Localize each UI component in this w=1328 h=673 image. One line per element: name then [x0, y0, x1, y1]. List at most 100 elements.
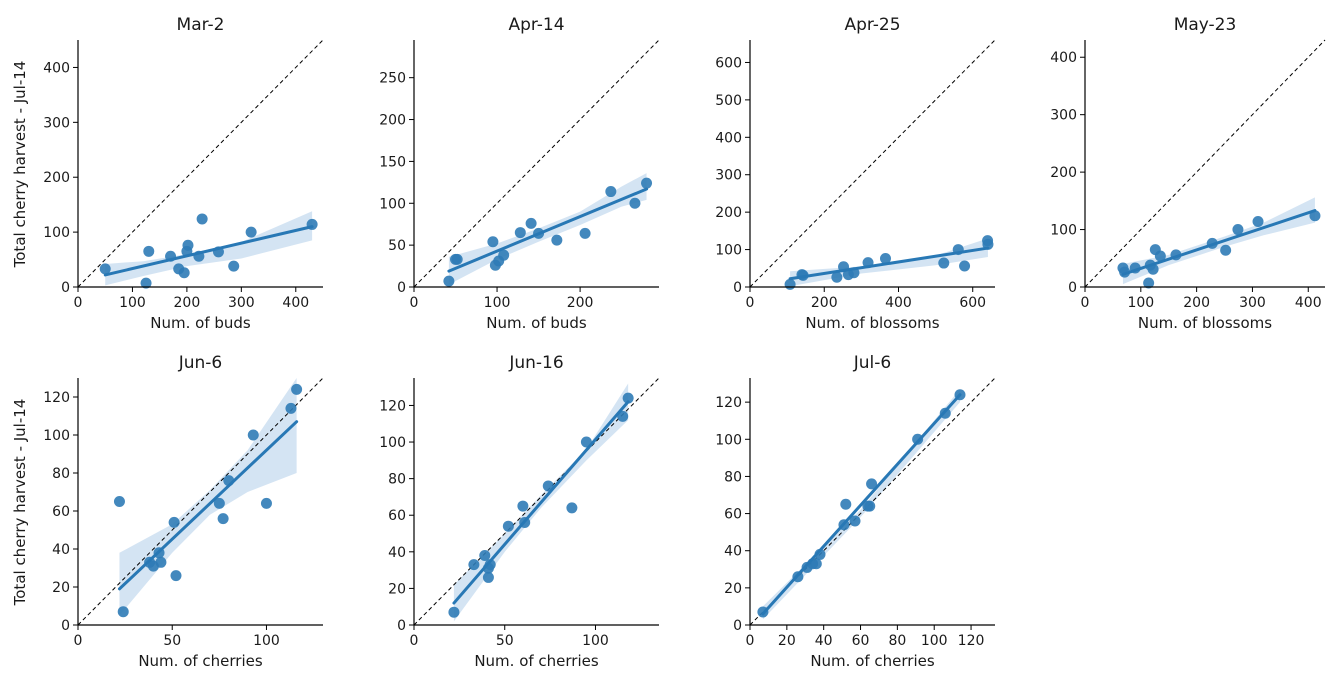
- panel-title: Apr-14: [508, 15, 564, 35]
- data-point: [117, 606, 129, 618]
- y-tick-label: 150: [379, 154, 406, 170]
- x-tick-label: 0: [1081, 295, 1090, 311]
- regression-line: [1121, 209, 1317, 276]
- data-point: [617, 410, 629, 422]
- data-point: [448, 606, 460, 618]
- panel-6: Jun-16 0 50 100 0 20 40 60 80 100 120 Num. of cherr…: [379, 353, 660, 670]
- y-tick-label: 40: [724, 544, 742, 560]
- x-tick-label: 100: [119, 295, 146, 311]
- x-axis-label: Num. of blossoms: [1138, 314, 1272, 332]
- data-point: [178, 267, 190, 279]
- x-tick-label: 200: [1183, 295, 1210, 311]
- regression-line: [761, 393, 962, 616]
- x-tick-label: 100: [253, 633, 280, 649]
- data-point: [517, 500, 529, 512]
- identity-line: [413, 39, 660, 288]
- identity-line: [1084, 39, 1326, 288]
- x-tick-label: 50: [163, 633, 181, 649]
- regression-line: [452, 400, 630, 605]
- x-tick-label: 40: [815, 633, 833, 649]
- data-point: [959, 260, 971, 272]
- data-point: [866, 478, 878, 490]
- data-point: [468, 559, 480, 571]
- x-axis-label: Num. of buds: [150, 314, 251, 332]
- data-point: [629, 197, 641, 209]
- data-point: [451, 253, 463, 265]
- y-tick-label: 20: [388, 581, 406, 597]
- y-tick-label: 50: [388, 238, 406, 254]
- y-tick-label: 300: [1050, 108, 1077, 124]
- data-point: [247, 429, 259, 441]
- panel-1: Mar-2 0 100 200 300 400 0 100 200 300 400 Num. of b…: [43, 15, 324, 332]
- x-tick-label: 200: [567, 295, 594, 311]
- y-tick-label: 200: [379, 113, 406, 129]
- data-point: [443, 275, 455, 287]
- y-tick-label: 0: [733, 280, 742, 296]
- data-point: [641, 177, 653, 189]
- y-tick-label: 80: [388, 472, 406, 488]
- y-tick-label: 200: [43, 170, 70, 186]
- panel-7: Jul-6 0 20 40 60 80 100 120 0 20 40 60 80 100 120 Num. …: [715, 353, 996, 670]
- y-tick-label: 0: [1068, 280, 1077, 296]
- x-tick-label: 120: [958, 633, 985, 649]
- x-tick-label: 0: [410, 633, 419, 649]
- x-tick-label: 300: [1239, 295, 1266, 311]
- panel-title: Jun-16: [508, 353, 563, 373]
- panel-title: May-23: [1174, 15, 1237, 35]
- panel-3: Apr-25 0 200 400 600 0 100 200 300 400 500 600 Num. …: [715, 15, 996, 332]
- data-point: [938, 257, 950, 269]
- x-tick-label: 0: [746, 633, 755, 649]
- x-tick-label: 200: [174, 295, 201, 311]
- y-tick-label: 100: [715, 432, 742, 448]
- y-tick-label: 100: [43, 225, 70, 241]
- x-tick-label: 300: [228, 295, 255, 311]
- y-tick-label: 100: [379, 435, 406, 451]
- regression-line: [788, 246, 990, 281]
- x-tick-label: 200: [811, 295, 838, 311]
- x-tick-label: 400: [885, 295, 912, 311]
- data-point: [168, 516, 180, 528]
- data-point: [1220, 244, 1232, 256]
- data-point: [605, 186, 617, 198]
- panel-title: Mar-2: [177, 15, 225, 35]
- data-point: [155, 556, 167, 568]
- x-tick-label: 100: [1127, 295, 1154, 311]
- x-tick-label: 20: [778, 633, 796, 649]
- data-point: [579, 227, 591, 239]
- data-point: [245, 226, 257, 238]
- y-tick-label: 40: [52, 542, 70, 558]
- y-tick-label: 0: [733, 618, 742, 634]
- data-point: [810, 558, 822, 570]
- y-tick-label: 100: [715, 243, 742, 259]
- panel-title: Apr-25: [844, 15, 900, 35]
- y-tick-label: 400: [1050, 50, 1077, 66]
- data-point: [879, 253, 891, 265]
- data-point: [1154, 250, 1166, 262]
- y-tick-label: 300: [43, 115, 70, 131]
- y-tick-label: 100: [1050, 223, 1077, 239]
- x-tick-label: 0: [746, 295, 755, 311]
- x-tick-label: 600: [959, 295, 986, 311]
- regression-line: [103, 225, 314, 277]
- data-point: [1252, 216, 1264, 228]
- x-tick-label: 0: [410, 295, 419, 311]
- confidence-band: [1122, 197, 1315, 285]
- y-tick-label: 400: [43, 60, 70, 76]
- data-point: [479, 549, 491, 561]
- y-axis-label-top-row: Total cherry harvest - Jul-14: [11, 61, 29, 269]
- confidence-band: [119, 378, 297, 616]
- data-point: [140, 277, 152, 289]
- data-point: [525, 217, 537, 229]
- data-point: [498, 249, 510, 261]
- data-point: [213, 497, 225, 509]
- data-point: [831, 271, 843, 283]
- data-point: [260, 497, 272, 509]
- x-tick-label: 100: [484, 295, 511, 311]
- y-tick-label: 250: [379, 71, 406, 87]
- y-tick-label: 80: [724, 469, 742, 485]
- identity-line: [749, 39, 996, 288]
- y-tick-label: 60: [388, 508, 406, 524]
- data-point: [1143, 277, 1155, 289]
- data-point: [143, 245, 155, 257]
